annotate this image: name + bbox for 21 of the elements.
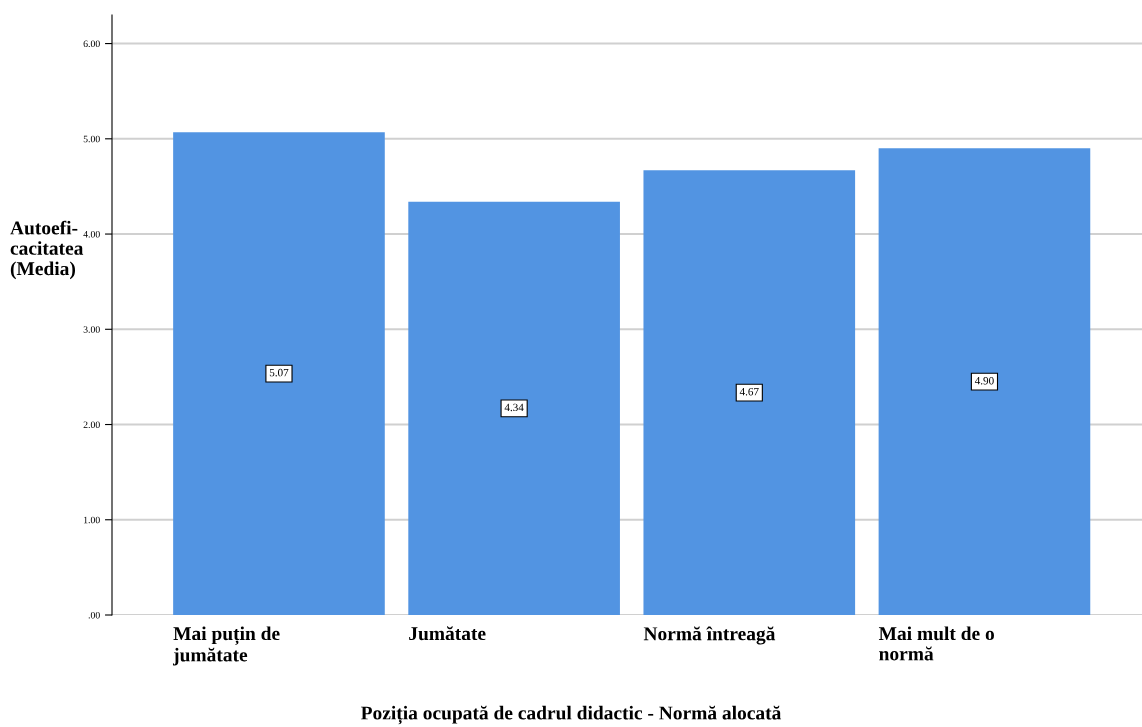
x-tick-label: Mai mult de o normă <box>878 626 994 661</box>
data-label: 5.07 <box>269 368 289 377</box>
bar <box>643 170 856 615</box>
data-label: 4.67 <box>739 387 759 396</box>
y-tick-label: 1.00 <box>84 516 100 524</box>
data-label: 4.90 <box>974 376 994 385</box>
data-label: 4.34 <box>504 403 524 412</box>
y-tick-label: 4.00 <box>83 230 100 238</box>
x-tick-label: Mai puțin de jumătate <box>172 626 280 666</box>
y-tick-label: .00 <box>88 611 100 619</box>
x-tick-label: Normă întreagă <box>643 626 776 645</box>
y-tick-label: 6.00 <box>83 40 100 48</box>
y-tick-label: 5.00 <box>83 135 100 143</box>
x-tick-label: Jumătate <box>409 626 486 641</box>
y-axis-title: Autoefi- cacitatea (Media) <box>10 220 84 280</box>
bar <box>408 201 620 615</box>
y-tick-label: 3.00 <box>83 326 100 333</box>
bar <box>173 132 385 615</box>
x-axis-title: Poziția ocupată de cadrul didactic - Normă alocată <box>360 705 782 725</box>
y-tick-label: 2.00 <box>83 421 100 429</box>
bar <box>878 148 1091 615</box>
